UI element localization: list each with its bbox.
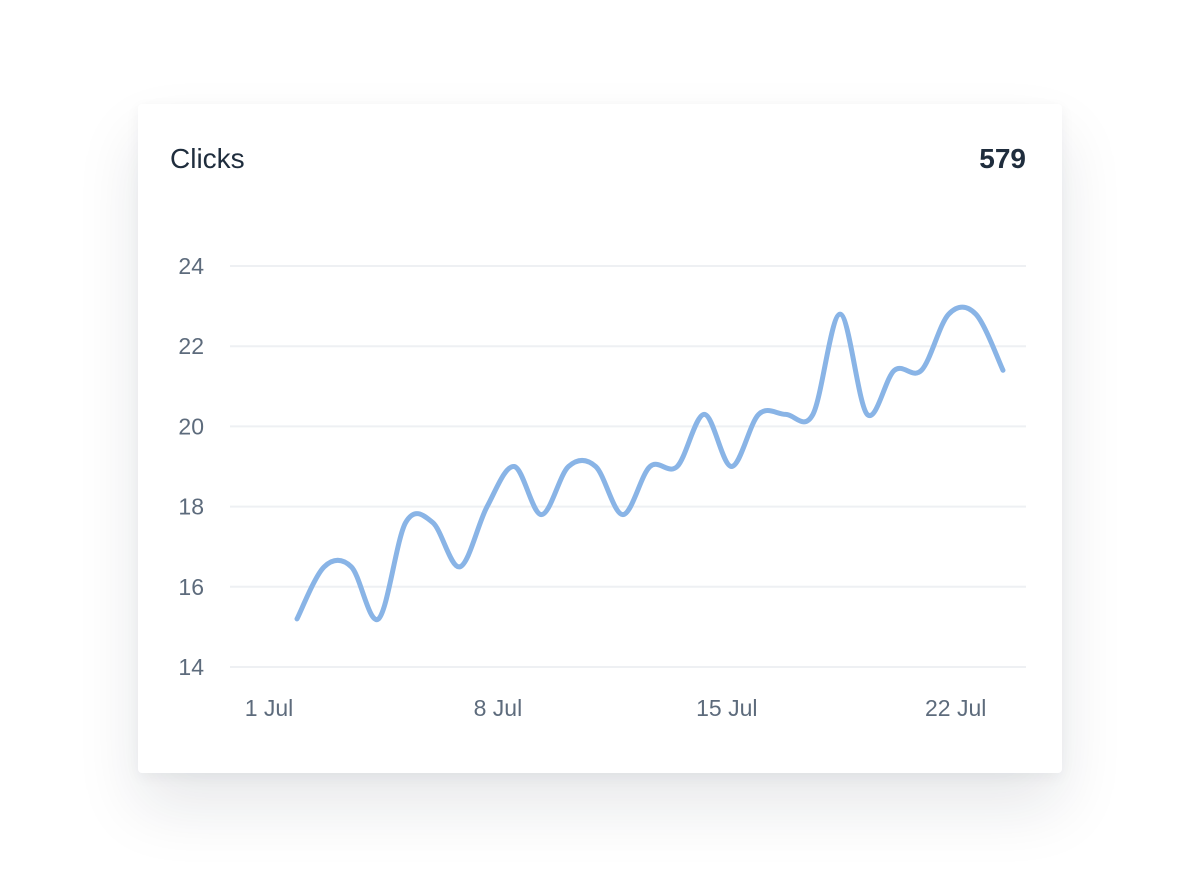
data-point xyxy=(892,368,896,372)
data-point xyxy=(485,505,489,509)
data-point xyxy=(621,513,625,517)
x-tick-label: 8 Jul xyxy=(474,695,523,721)
data-point xyxy=(377,617,381,621)
data-point xyxy=(458,565,462,569)
data-point xyxy=(1001,368,1005,372)
clicks-card: Clicks 579 24 22 20 18 16 14 1 Jul 8 Jul 15 Jul… xyxy=(138,104,1062,773)
y-tick-label: 14 xyxy=(178,654,204,680)
series-layer xyxy=(294,304,1006,622)
data-point xyxy=(648,465,652,469)
data-point xyxy=(784,412,788,416)
y-tick-label: 24 xyxy=(178,253,204,279)
y-tick-label: 16 xyxy=(178,574,204,600)
data-point xyxy=(811,412,815,416)
x-tick-label: 22 Jul xyxy=(925,695,986,721)
data-point xyxy=(838,312,842,316)
data-point xyxy=(920,368,924,372)
clicks-line-chart: 24 22 20 18 16 14 1 Jul 8 Jul 15 Jul 22 Jul xyxy=(178,253,1026,721)
data-point xyxy=(675,465,679,469)
data-point xyxy=(349,565,353,569)
data-point xyxy=(730,465,734,469)
y-tick-label: 22 xyxy=(178,333,204,359)
data-point xyxy=(594,465,598,469)
data-point xyxy=(757,412,761,416)
y-tick-label: 18 xyxy=(178,494,204,520)
data-point xyxy=(702,412,706,416)
data-point xyxy=(567,465,571,469)
x-tick-label: 1 Jul xyxy=(245,695,294,721)
x-axis-ticks: 1 Jul 8 Jul 15 Jul 22 Jul xyxy=(245,695,987,721)
x-tick-label: 15 Jul xyxy=(696,695,757,721)
series-line xyxy=(294,304,1006,622)
data-point xyxy=(404,521,408,525)
clicks-total: 579 xyxy=(979,143,1026,174)
data-point xyxy=(974,312,978,316)
grid-lines xyxy=(230,265,1026,668)
data-point xyxy=(295,617,299,621)
data-point xyxy=(539,513,543,517)
y-tick-label: 20 xyxy=(178,413,204,439)
data-point xyxy=(512,465,516,469)
data-point xyxy=(322,565,326,569)
data-point xyxy=(865,412,869,416)
card-title: Clicks xyxy=(170,143,245,174)
data-point xyxy=(431,521,435,525)
data-point xyxy=(947,312,951,316)
y-axis-ticks: 24 22 20 18 16 14 xyxy=(178,253,204,680)
